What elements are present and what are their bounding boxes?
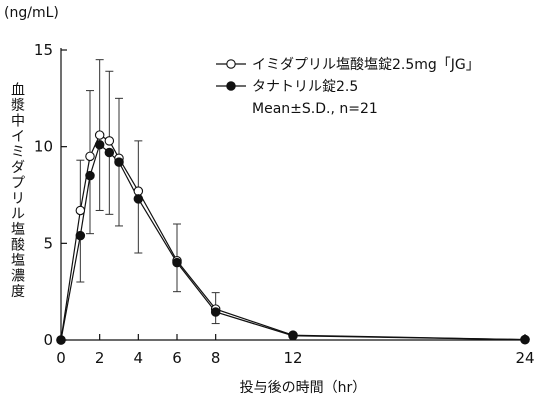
y-axis-title: 血漿中イミダプリル塩酸塩濃度: [11, 82, 25, 300]
data-point-series-1: [104, 136, 115, 146]
legend-note: Mean±S.D., n=21: [252, 101, 378, 117]
data-point-series-2: [85, 170, 95, 181]
y-unit-label: (ng/mL): [4, 5, 59, 21]
y-tick-label: 0: [43, 331, 53, 349]
data-point-series-2: [75, 230, 86, 241]
x-tick-label: 2: [95, 349, 105, 367]
legend-marker: [226, 59, 236, 69]
data-point-series-1: [94, 130, 105, 140]
y-tick-label: 15: [34, 41, 53, 59]
data-point-series-2: [288, 330, 298, 341]
y-tick-label: 10: [34, 138, 53, 156]
data-point-series-2: [104, 147, 115, 158]
data-point-series-2: [56, 335, 66, 345]
x-tick-label: 4: [134, 349, 144, 367]
series-line-1: [60, 134, 526, 341]
data-point-series-1: [85, 151, 95, 162]
data-point-series-2: [114, 157, 124, 167]
x-tick-label: 12: [283, 349, 302, 367]
legend: イミダプリル塩酸塩錠2.5mg「JG」タナトリル錠2.5 Mean±S.D., n…: [216, 57, 480, 117]
data-point-series-2: [133, 194, 144, 204]
data-point-series-2: [210, 307, 221, 317]
legend-label-2: タナトリル錠2.5: [252, 79, 358, 95]
x-axis-title: 投与後の時間（hr）: [240, 380, 367, 396]
data-point-series-2: [94, 139, 105, 150]
legend-label-1: イミダプリル塩酸塩錠2.5mg「JG」: [252, 57, 480, 73]
x-tick-label: 8: [211, 349, 221, 367]
series-line-2: [60, 143, 526, 341]
data-point-series-1: [133, 186, 144, 196]
data-point-series-2: [172, 257, 182, 268]
x-tick-label: 0: [56, 349, 66, 367]
x-tick-label: 24: [515, 349, 534, 367]
x-tick-label: 6: [172, 349, 182, 367]
y-tick-label: 5: [43, 234, 53, 252]
legend-marker: [226, 81, 236, 91]
data-point-series-1: [75, 205, 86, 216]
data-point-series-2: [520, 334, 530, 345]
